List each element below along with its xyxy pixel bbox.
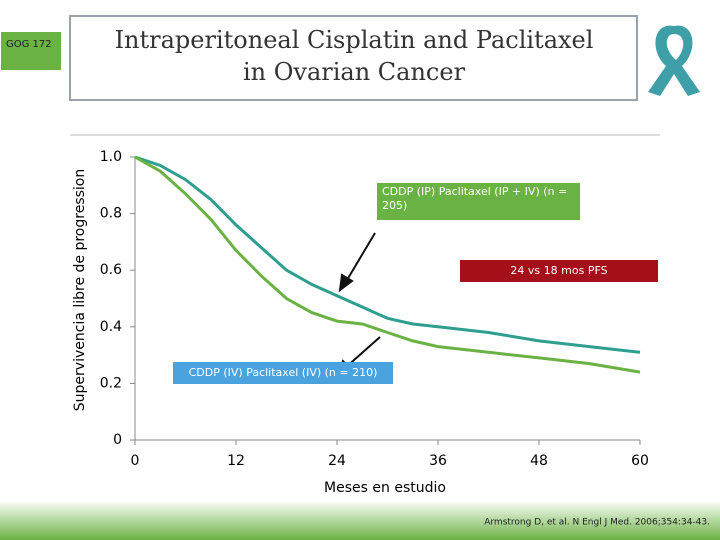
survival-curve xyxy=(134,155,641,354)
y-tick-label: 0.8 xyxy=(100,206,122,222)
x-tick-label: 48 xyxy=(530,453,548,469)
y-tick-label: 0.2 xyxy=(100,375,122,391)
footer-band xyxy=(0,500,720,540)
title-box xyxy=(69,15,638,101)
series-label: CDDP (IP) Paclitaxel (IP + IV) (n = 205) xyxy=(377,183,580,220)
x-tick-label: 36 xyxy=(429,453,447,469)
y-tick-label: 1.0 xyxy=(100,149,122,165)
badge: GOG 172 xyxy=(6,39,52,50)
annotation: 24 vs 18 mos PFS xyxy=(460,260,658,282)
citation: Armstrong D, et al. N Engl J Med. 2006;3… xyxy=(484,518,710,528)
series-label: CDDP (IV) Paclitaxel (IV) (n = 210) xyxy=(173,362,393,384)
x-tick-label: 24 xyxy=(328,453,346,469)
survival-curve xyxy=(134,155,641,374)
y-axis-label: Supervivencia libre de progression xyxy=(72,169,88,411)
badge-box xyxy=(1,32,61,70)
arrows xyxy=(336,232,381,376)
ribbon-icon xyxy=(648,25,700,97)
x-axis-label: Meses en estudio xyxy=(324,480,446,496)
y-tick-label: 0.4 xyxy=(100,319,122,335)
x-tick-label: 12 xyxy=(227,453,245,469)
x-tick-label: 60 xyxy=(631,453,649,469)
x-tick-label: 0 xyxy=(131,453,140,469)
y-tick-label: 0.6 xyxy=(100,262,122,278)
title: Intraperitoneal Cisplatin and Paclitaxel… xyxy=(114,26,594,86)
y-tick-label: 0 xyxy=(113,432,122,448)
